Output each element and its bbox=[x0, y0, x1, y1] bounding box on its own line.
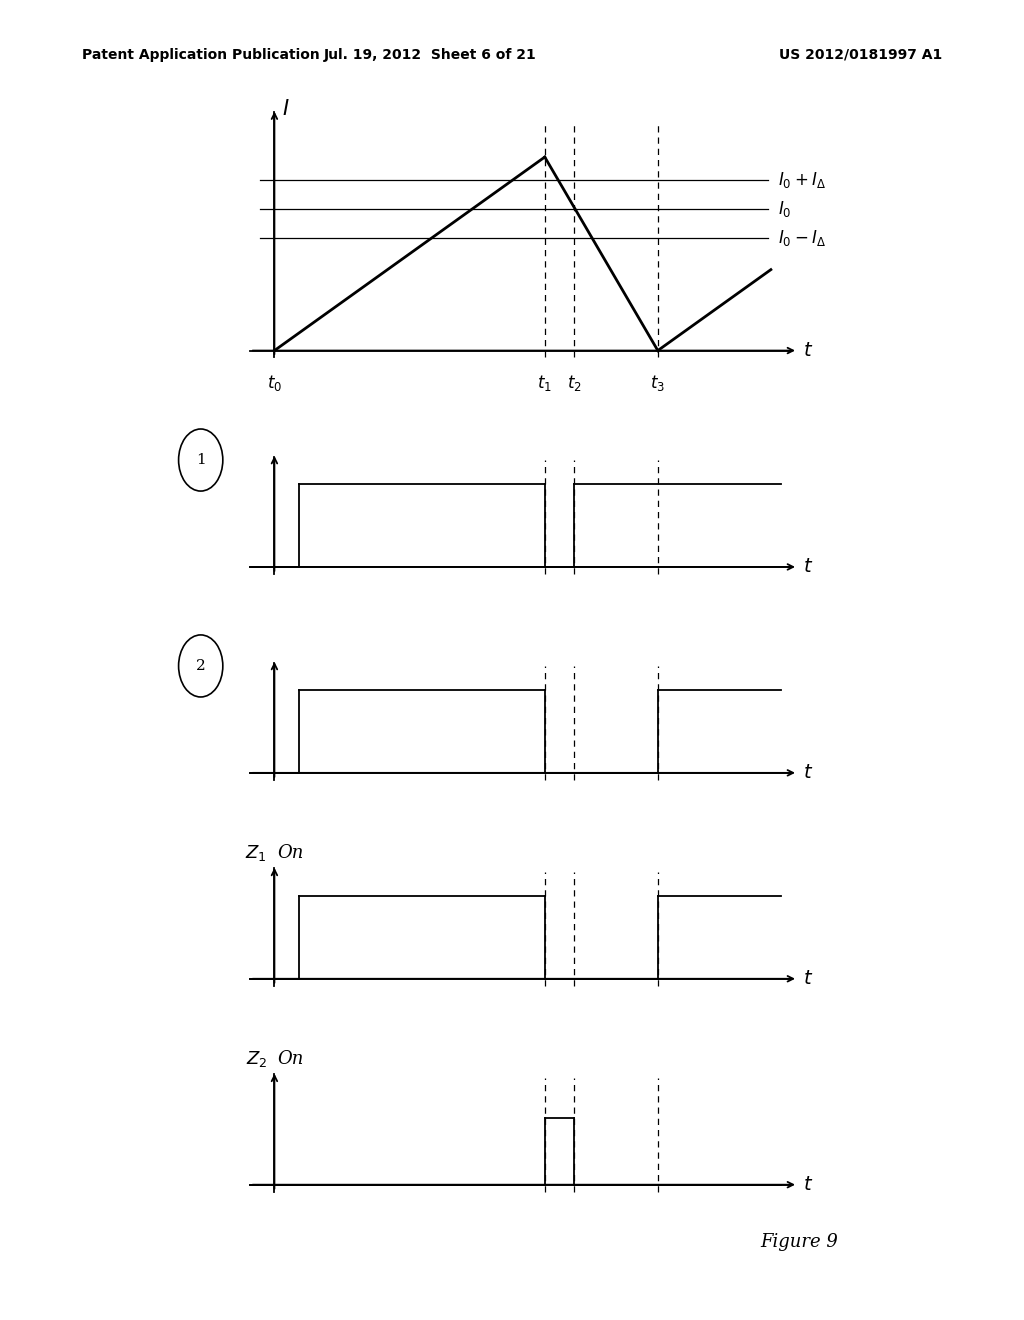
Text: Jul. 19, 2012  Sheet 6 of 21: Jul. 19, 2012 Sheet 6 of 21 bbox=[324, 48, 537, 62]
Text: $t_3$: $t_3$ bbox=[650, 374, 666, 393]
Text: $t$: $t$ bbox=[803, 970, 813, 987]
Text: On: On bbox=[276, 1051, 303, 1068]
Text: $t_2$: $t_2$ bbox=[567, 374, 582, 393]
Text: $t$: $t$ bbox=[803, 342, 813, 359]
Text: US 2012/0181997 A1: US 2012/0181997 A1 bbox=[779, 48, 942, 62]
Text: On: On bbox=[276, 845, 303, 862]
Text: $t_1$: $t_1$ bbox=[538, 374, 552, 393]
Text: $t$: $t$ bbox=[803, 764, 813, 781]
Text: 1: 1 bbox=[196, 453, 206, 467]
Text: $t$: $t$ bbox=[803, 558, 813, 576]
Text: $I_0 - I_\Delta$: $I_0 - I_\Delta$ bbox=[778, 227, 826, 248]
Text: $Z_1$: $Z_1$ bbox=[246, 843, 267, 863]
Text: $I_0 + I_\Delta$: $I_0 + I_\Delta$ bbox=[778, 170, 826, 190]
Text: Figure 9: Figure 9 bbox=[760, 1233, 838, 1251]
Text: $t_0$: $t_0$ bbox=[267, 374, 282, 393]
Text: $I_0$: $I_0$ bbox=[778, 198, 792, 219]
Text: $t$: $t$ bbox=[803, 1176, 813, 1193]
Text: 2: 2 bbox=[196, 659, 206, 673]
Text: Patent Application Publication: Patent Application Publication bbox=[82, 48, 319, 62]
Text: $Z_2$: $Z_2$ bbox=[246, 1049, 267, 1069]
Text: $I$: $I$ bbox=[282, 99, 290, 119]
